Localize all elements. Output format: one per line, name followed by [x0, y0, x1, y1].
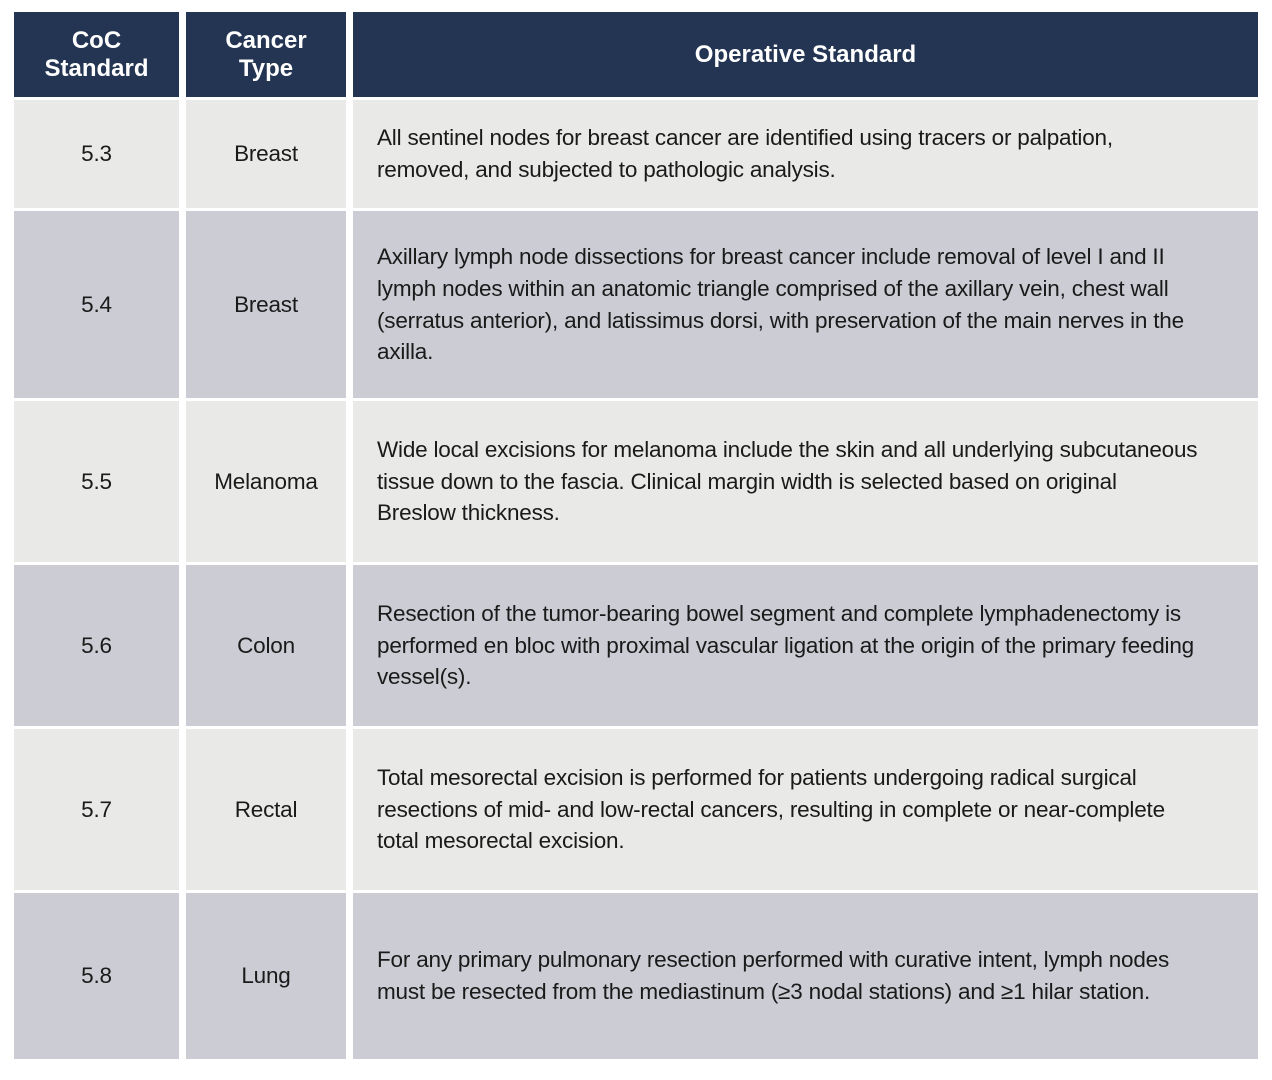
operative-standard-cell: For any primary pulmonary resection perf… — [353, 893, 1258, 1059]
table-row: 5.8 Lung For any primary pulmonary resec… — [14, 893, 1258, 1059]
table-row: 5.7 Rectal Total mesorectal excision is … — [14, 729, 1258, 890]
table-row: 5.6 Colon Resection of the tumor-bearing… — [14, 565, 1258, 726]
operative-standard-cell: Total mesorectal excision is performed f… — [353, 729, 1258, 890]
operative-standard-cell: Resection of the tumor-bearing bowel seg… — [353, 565, 1258, 726]
cancer-type-cell: Lung — [186, 893, 346, 1059]
column-header-coc-standard: CoC Standard — [14, 12, 179, 97]
cancer-type-cell: Breast — [186, 100, 346, 208]
coc-standard-cell: 5.8 — [14, 893, 179, 1059]
operative-standard-cell: All sentinel nodes for breast cancer are… — [353, 100, 1258, 208]
coc-standard-cell: 5.5 — [14, 401, 179, 562]
cancer-type-cell: Rectal — [186, 729, 346, 890]
column-header-operative-standard: Operative Standard — [353, 12, 1258, 97]
coc-standard-cell: 5.3 — [14, 100, 179, 208]
table-header-row: CoC Standard Cancer Type Operative Stand… — [14, 12, 1258, 97]
cancer-type-cell: Melanoma — [186, 401, 346, 562]
operative-standard-cell: Wide local excisions for melanoma includ… — [353, 401, 1258, 562]
cancer-type-cell: Breast — [186, 211, 346, 398]
operative-standards-table: CoC Standard Cancer Type Operative Stand… — [14, 12, 1258, 1059]
column-header-cancer-type: Cancer Type — [186, 12, 346, 97]
cancer-type-cell: Colon — [186, 565, 346, 726]
table-row: 5.4 Breast Axillary lymph node dissectio… — [14, 211, 1258, 398]
operative-standard-cell: Axillary lymph node dissections for brea… — [353, 211, 1258, 398]
coc-standard-cell: 5.4 — [14, 211, 179, 398]
table-row: 5.3 Breast All sentinel nodes for breast… — [14, 100, 1258, 208]
coc-standard-cell: 5.6 — [14, 565, 179, 726]
table-row: 5.5 Melanoma Wide local excisions for me… — [14, 401, 1258, 562]
coc-standard-cell: 5.7 — [14, 729, 179, 890]
